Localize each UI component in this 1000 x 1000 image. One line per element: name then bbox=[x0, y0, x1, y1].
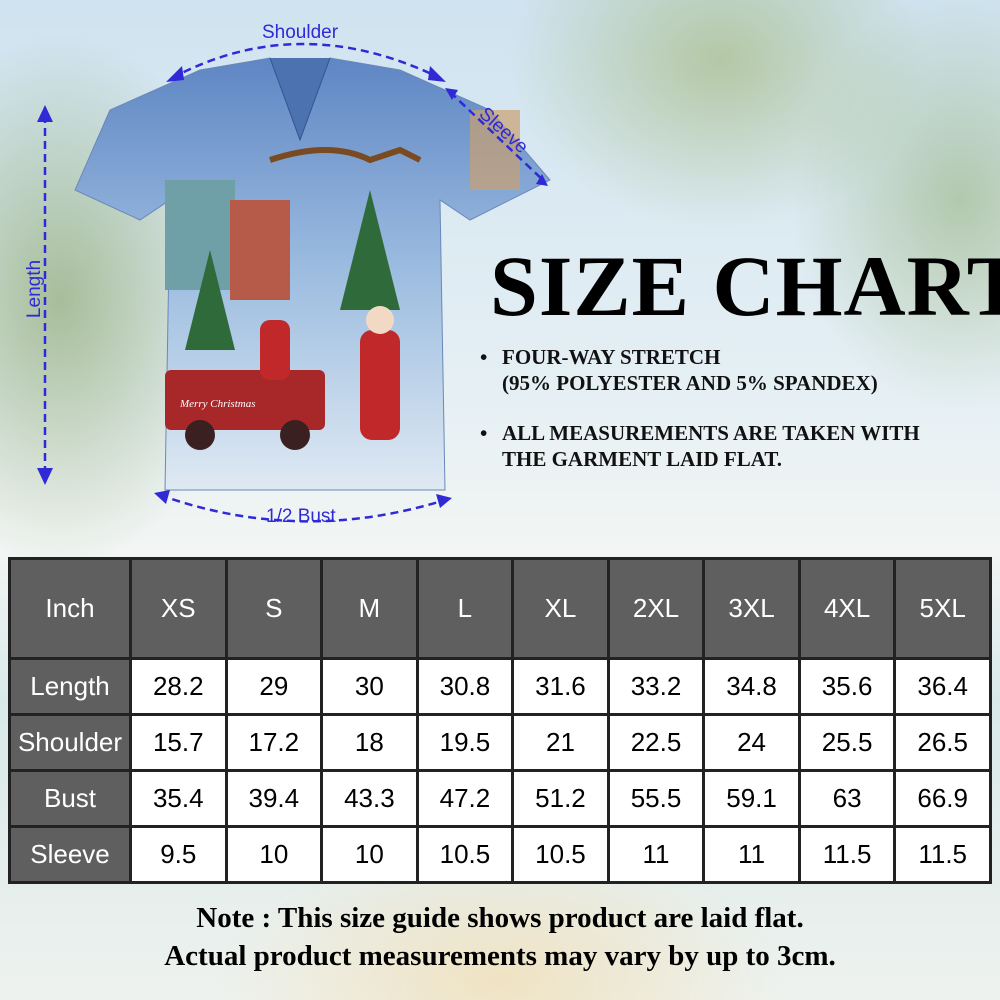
size-header: XL bbox=[511, 556, 610, 661]
table-cell: 43.3 bbox=[320, 769, 419, 829]
shirt-print-text: Merry Christmas bbox=[179, 398, 255, 410]
table-cell: 21 bbox=[511, 713, 610, 773]
table-cell: 26.5 bbox=[893, 713, 992, 773]
table-cell: 9.5 bbox=[129, 825, 228, 884]
note-line-1: Note : This size guide shows product are… bbox=[196, 902, 804, 934]
bullet-line: (95% POLYESTER AND 5% SPANDEX) bbox=[502, 371, 878, 395]
table-cell: 24 bbox=[702, 713, 801, 773]
size-header: 2XL bbox=[606, 556, 706, 661]
table-cell: 11.5 bbox=[893, 825, 992, 884]
table-cell: 28.2 bbox=[129, 657, 228, 717]
table-cell: 10 bbox=[224, 825, 324, 884]
table-cell: 11 bbox=[702, 825, 801, 884]
bullet-item: • FOUR-WAY STRETCH (95% POLYESTER AND 5% … bbox=[480, 344, 920, 396]
table-cell: 39.4 bbox=[224, 769, 324, 829]
size-header: XS bbox=[129, 556, 228, 661]
christmas-shirt-image: Merry Christmas bbox=[74, 57, 551, 491]
fabric-notes: • FOUR-WAY STRETCH (95% POLYESTER AND 5% … bbox=[480, 344, 920, 496]
size-header: L bbox=[415, 556, 515, 661]
measurement-arrows bbox=[37, 42, 548, 523]
unit-header: Inch bbox=[8, 556, 132, 661]
table-row: Shoulder 15.7 17.2 18 19.5 21 22.5 24 25.5 26.5 bbox=[8, 713, 992, 773]
bullet-line: FOUR-WAY STRETCH bbox=[502, 345, 721, 369]
table-cell: 35.4 bbox=[129, 769, 228, 829]
sleeve-arrow bbox=[449, 91, 546, 183]
table-cell: 31.6 bbox=[511, 657, 610, 717]
row-label: Shoulder bbox=[8, 713, 132, 773]
table-cell: 59.1 bbox=[702, 769, 801, 829]
note-line-2: Actual product measurements may vary by … bbox=[164, 940, 836, 972]
size-header: M bbox=[320, 556, 419, 661]
table-cell: 10 bbox=[320, 825, 419, 884]
bust-arrow bbox=[159, 493, 446, 523]
bullet-dot: • bbox=[480, 421, 488, 445]
table-row: Bust 35.4 39.4 43.3 47.2 51.2 55.5 59.1 63 66.9 bbox=[8, 769, 992, 829]
length-label: Length bbox=[24, 259, 46, 319]
size-header: 5XL bbox=[893, 556, 992, 661]
table-cell: 30.8 bbox=[415, 657, 515, 717]
table-cell: 47.2 bbox=[415, 769, 515, 829]
bullet-dot: • bbox=[480, 345, 488, 369]
table-cell: 55.5 bbox=[606, 769, 706, 829]
table-cell: 18 bbox=[320, 713, 419, 773]
shoulder-label: Shoulder bbox=[262, 22, 339, 43]
size-table: Inch XS S M L XL 2XL 3XL 4XL 5XL Length 2… bbox=[8, 556, 992, 884]
table-cell: 11 bbox=[606, 825, 706, 884]
table-row: Sleeve 9.5 10 10 10.5 10.5 11 11 11.5 11.5 bbox=[8, 825, 992, 884]
table-cell: 22.5 bbox=[606, 713, 706, 773]
table-row: Length 28.2 29 30 30.8 31.6 33.2 34.8 35.6 36.4 bbox=[8, 657, 992, 717]
bullet-line: THE GARMENT LAID FLAT. bbox=[502, 447, 783, 471]
page-title: SIZE CHART bbox=[490, 238, 1000, 334]
table-cell: 30 bbox=[320, 657, 419, 717]
table-cell: 29 bbox=[224, 657, 324, 717]
table-cell: 10.5 bbox=[511, 825, 610, 884]
bust-label: 1/2 Bust bbox=[266, 506, 336, 527]
table-cell: 11.5 bbox=[797, 825, 897, 884]
table-cell: 10.5 bbox=[415, 825, 515, 884]
table-header-row: Inch XS S M L XL 2XL 3XL 4XL 5XL bbox=[8, 556, 992, 661]
size-header: 4XL bbox=[797, 556, 897, 661]
table-cell: 66.9 bbox=[893, 769, 992, 829]
row-label: Length bbox=[8, 657, 132, 717]
table-cell: 25.5 bbox=[797, 713, 897, 773]
table-cell: 15.7 bbox=[129, 713, 228, 773]
table-cell: 35.6 bbox=[797, 657, 897, 717]
size-header: S bbox=[224, 556, 324, 661]
table-cell: 51.2 bbox=[511, 769, 610, 829]
table-cell: 17.2 bbox=[224, 713, 324, 773]
bullet-item: • ALL MEASUREMENTS ARE TAKEN WITH THE GAR… bbox=[480, 420, 920, 472]
table-cell: 63 bbox=[797, 769, 897, 829]
table-cell: 36.4 bbox=[893, 657, 992, 717]
row-label: Sleeve bbox=[8, 825, 132, 884]
table-cell: 33.2 bbox=[606, 657, 706, 717]
row-label: Bust bbox=[8, 769, 132, 829]
shoulder-arrow bbox=[171, 42, 441, 80]
bullet-line: ALL MEASUREMENTS ARE TAKEN WITH bbox=[502, 421, 920, 445]
table-cell: 19.5 bbox=[415, 713, 515, 773]
table-cell: 34.8 bbox=[702, 657, 801, 717]
size-header: 3XL bbox=[702, 556, 801, 661]
